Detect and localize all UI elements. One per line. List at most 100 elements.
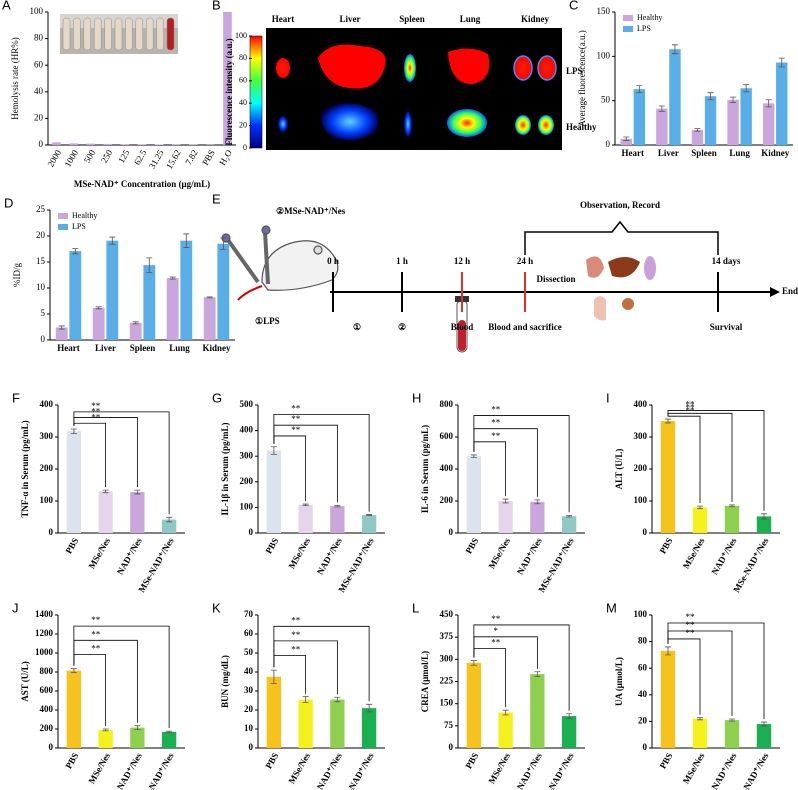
bar [762, 103, 775, 145]
y-tick-label: 0 [249, 527, 254, 537]
error-bar [778, 57, 785, 68]
y-tick-label: 40 [244, 666, 254, 676]
y-tick-label: 400 [634, 399, 648, 409]
organ-label: Liver [340, 14, 361, 24]
bar [98, 491, 113, 533]
error-bar [169, 276, 176, 280]
bar [166, 278, 179, 340]
y-tick-label: 0 [606, 139, 611, 149]
tube [156, 17, 164, 51]
significance-label: ** [291, 630, 301, 640]
y-tick-label: 600 [440, 431, 454, 441]
y-tick-label: 20 [36, 230, 46, 240]
x-tick-label: PBS [63, 751, 80, 770]
error-bar [730, 96, 737, 103]
y-axis-label: IL-6 in Serum (pg/mL) [420, 425, 430, 513]
y-tick-label: 100 [634, 609, 648, 619]
organ-label: Spleen [399, 14, 425, 24]
significance-label: ** [491, 638, 501, 648]
timeline-arrow [770, 287, 780, 297]
panel-label: L [412, 600, 419, 615]
y-tick-label: 60 [34, 59, 44, 69]
bar [217, 243, 230, 340]
error-bar [72, 248, 79, 255]
y-tick-label: 100 [40, 495, 54, 505]
bar [298, 699, 313, 748]
error-bar [102, 728, 109, 732]
significance-label: ** [291, 425, 301, 435]
y-tick-label: 25 [36, 204, 46, 214]
error-bar [697, 717, 703, 721]
bar [180, 240, 193, 340]
error-bar [534, 671, 541, 677]
x-tick-label: PBS [63, 536, 80, 555]
x-tick-label: NAD⁺/Nes [515, 751, 544, 790]
tube [93, 17, 102, 51]
significance-bracket [473, 415, 570, 513]
event-label: ② [398, 322, 406, 332]
bar [161, 731, 177, 748]
y-axis-label: Average fluorescence(a.u.) [577, 30, 587, 127]
y-tick-label: 10 [36, 282, 46, 292]
y-tick-label: 300 [440, 653, 454, 663]
bar [361, 515, 377, 533]
bar [298, 504, 313, 533]
x-tick-label: PBS [463, 751, 480, 770]
bar [530, 674, 545, 748]
legend-label: Healthy [637, 13, 662, 22]
organ-label: Lung [460, 14, 481, 24]
x-tick-label: 31.25 [147, 148, 166, 171]
x-tick-label: Lung [169, 343, 190, 353]
x-tick-label: MSe/Nes [286, 751, 312, 786]
y-tick-label: 40 [638, 689, 648, 699]
bracket-label: Observation, Record [580, 200, 660, 210]
error-bar [132, 321, 139, 325]
bar [86, 143, 95, 145]
error-bar [334, 504, 341, 508]
panel-label: M [606, 600, 617, 615]
significance-label: ** [291, 414, 301, 424]
bar [52, 142, 61, 145]
x-tick-label: MSe-NAD⁺/Nes [136, 536, 176, 594]
bar [660, 421, 676, 533]
error-bar [102, 489, 109, 494]
colorbar-tick-label: 100 [235, 31, 247, 40]
error-bar [665, 646, 671, 656]
error-bar [95, 306, 102, 310]
y-tick-label: 60 [638, 662, 648, 672]
tube [135, 17, 144, 51]
x-tick-label: 7.82 [183, 148, 200, 167]
x-tick-label: MSe/Nes [681, 536, 707, 571]
bar [92, 307, 105, 340]
x-tick-label: MSe-NAD⁺/Nes [536, 536, 576, 594]
bar [776, 62, 788, 145]
significance-label: ** [91, 615, 101, 625]
y-axis-label: IL-1β in Serum (pg/mL) [220, 423, 230, 516]
x-tick-label: MSe/Nes [681, 751, 707, 786]
panel-label: E [212, 191, 221, 206]
bar [633, 89, 646, 145]
y-tick-label: 150 [597, 6, 611, 16]
colorbar-tick-label: 20 [239, 120, 247, 129]
time-label: 0 h [327, 256, 339, 266]
y-axis-label: AST (U/L) [20, 661, 30, 702]
y-axis-label: UA (μmol/L) [614, 657, 624, 706]
error-bar [566, 515, 573, 518]
dose-label: ②MSe-NAD⁺/Nes [276, 206, 346, 216]
y-tick-label: 1000 [35, 647, 54, 657]
panel-label: F [12, 390, 20, 405]
bar [130, 727, 145, 748]
panel-label: J [12, 600, 19, 615]
legend-label: LPS [637, 24, 651, 33]
y-tick-label: 0 [249, 742, 254, 752]
x-tick-label: Heart [622, 148, 645, 158]
significance-bracket [73, 411, 170, 515]
panel-label: H [412, 390, 421, 405]
y-axis-label: Hemolysis rate (HR%) [10, 37, 20, 119]
y-tick-label: 10 [244, 723, 254, 733]
x-tick-label: MSe/Nes [286, 536, 312, 571]
colorbar-tick-label: 40 [239, 98, 247, 107]
error-bar [58, 325, 65, 330]
bar [466, 456, 482, 533]
tube [83, 17, 92, 51]
